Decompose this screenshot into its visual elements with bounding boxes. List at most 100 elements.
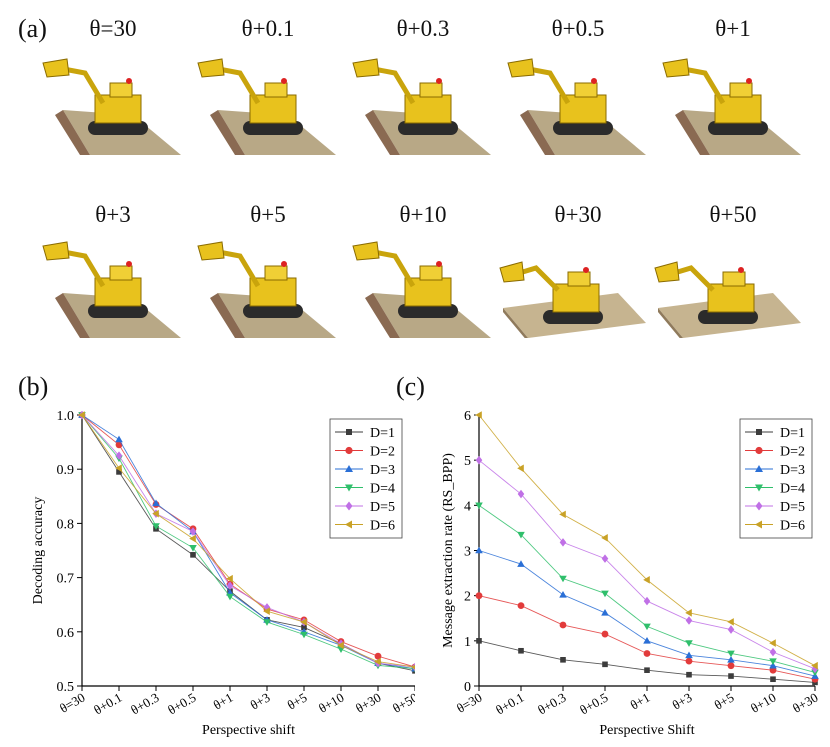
excavator-image (42, 241, 181, 338)
data-point-D2 (601, 630, 609, 638)
x-tick-label: θ+10 (316, 690, 347, 716)
y-axis-label: Decoding accuracy (31, 497, 46, 605)
x-tick-label: θ+3 (670, 690, 695, 713)
data-point-D3 (475, 546, 483, 554)
x-tick-label: θ+1 (211, 690, 236, 713)
y-tick-label: 0.7 (57, 572, 75, 587)
legend-label: D=4 (780, 482, 805, 497)
data-point-D2 (115, 441, 123, 449)
data-point-D1 (728, 673, 734, 679)
data-point-D1 (476, 638, 482, 644)
data-point-D5 (226, 581, 234, 591)
data-point-D6 (152, 509, 159, 518)
legend-label: D=3 (370, 463, 395, 478)
data-point-D4 (559, 575, 567, 583)
legend-label: D=6 (780, 519, 805, 534)
x-tick-label: θ+0.1 (493, 690, 526, 718)
panel-label-c: (c) (396, 372, 425, 401)
series-line-D3 (81, 414, 415, 670)
data-point-D5 (643, 596, 651, 606)
thumbnail-title: θ+0.1 (241, 16, 295, 41)
data-point-D3 (769, 661, 777, 669)
data-point-D4 (769, 658, 777, 665)
legend-marker (755, 446, 763, 455)
y-tick-label: 1 (464, 635, 471, 650)
legend-label: D=3 (780, 463, 805, 478)
data-point-D2 (517, 602, 525, 610)
legend-marker (755, 484, 763, 492)
x-tick-label: θ+0.5 (577, 690, 610, 718)
legend-marker (755, 520, 762, 529)
data-point-D4 (685, 640, 693, 647)
data-point-D2 (727, 662, 735, 670)
y-axis-label: Message extraction rate (RS_BPP) (441, 453, 456, 648)
data-point-D5 (189, 527, 197, 536)
x-axis-label: Perspective Shift (599, 723, 694, 738)
data-point-D6 (685, 609, 692, 617)
legend-label: D=5 (370, 500, 395, 515)
data-point-D6 (226, 574, 233, 583)
data-point-D5 (475, 455, 483, 465)
data-point-D4 (152, 523, 160, 530)
y-tick-label: 6 (464, 409, 471, 424)
x-tick-label: θ+5 (712, 690, 737, 713)
data-point-D1 (644, 667, 650, 673)
legend-box (739, 418, 813, 539)
data-point-D6 (263, 607, 270, 616)
data-point-D6 (601, 534, 608, 542)
y-tick-label: 0.9 (57, 463, 75, 478)
x-tick-label: θ+30 (790, 690, 821, 716)
excavator-image (654, 261, 801, 338)
data-point-D1 (301, 624, 307, 631)
x-tick-label: θ+1 (628, 690, 653, 713)
legend-marker (346, 429, 352, 435)
data-point-D6 (517, 464, 524, 473)
x-tick-label: θ+0.3 (535, 690, 568, 718)
thumbnail-title: θ+3 (95, 202, 131, 227)
data-point-D4 (601, 590, 609, 598)
y-tick-label: 0 (464, 680, 471, 695)
chart-message-extraction-rate: 0 1 2 3 4 5 6 θ=30 θ+0.1 θ+0.3 θ+0.5 θ+1 θ+3 θ+5 θ+10 θ… (441, 409, 821, 738)
data-point-D6 (769, 639, 776, 647)
excavator-image (42, 58, 181, 155)
excavator-image (352, 58, 491, 155)
y-tick-label: 2 (464, 590, 471, 605)
x-tick-label: θ+0.3 (128, 690, 161, 718)
legend-label: D=5 (780, 500, 805, 515)
data-point-D6 (727, 618, 734, 626)
data-point-D6 (300, 618, 307, 626)
legend-marker (345, 465, 353, 472)
x-tick-label: θ+5 (285, 690, 310, 713)
series-line-D4 (81, 414, 415, 670)
legend-marker (755, 501, 763, 511)
x-tick-label: θ+30 (353, 690, 384, 716)
legend-label: D=1 (780, 426, 805, 441)
y-tick-label: 1.0 (57, 409, 75, 424)
data-point-D4 (263, 619, 271, 626)
data-point-D1 (602, 661, 608, 668)
y-tick-label: 0.6 (57, 626, 75, 641)
series-line-D3 (478, 550, 816, 677)
data-point-D3 (517, 560, 525, 567)
data-point-D4 (517, 531, 525, 539)
series-line-D1 (478, 640, 816, 683)
data-point-D6 (78, 411, 85, 419)
legend-box (329, 418, 403, 539)
data-point-D1 (116, 469, 122, 475)
excavator-image (507, 58, 646, 155)
data-point-D3 (643, 637, 651, 644)
data-point-D3 (152, 499, 160, 507)
data-point-D5 (263, 603, 271, 612)
legend-marker (756, 429, 762, 435)
data-point-D4 (300, 631, 308, 639)
data-point-D5 (727, 625, 735, 634)
data-point-D4 (727, 650, 735, 658)
excavator-image (197, 58, 336, 155)
legend-marker (345, 501, 353, 511)
legend-marker (345, 520, 352, 529)
data-point-D2 (685, 657, 693, 665)
x-tick-label: θ+50 (390, 690, 415, 716)
data-point-D3 (601, 609, 609, 616)
thumbnail-title: θ+5 (250, 202, 286, 227)
data-point-D6 (374, 657, 381, 666)
